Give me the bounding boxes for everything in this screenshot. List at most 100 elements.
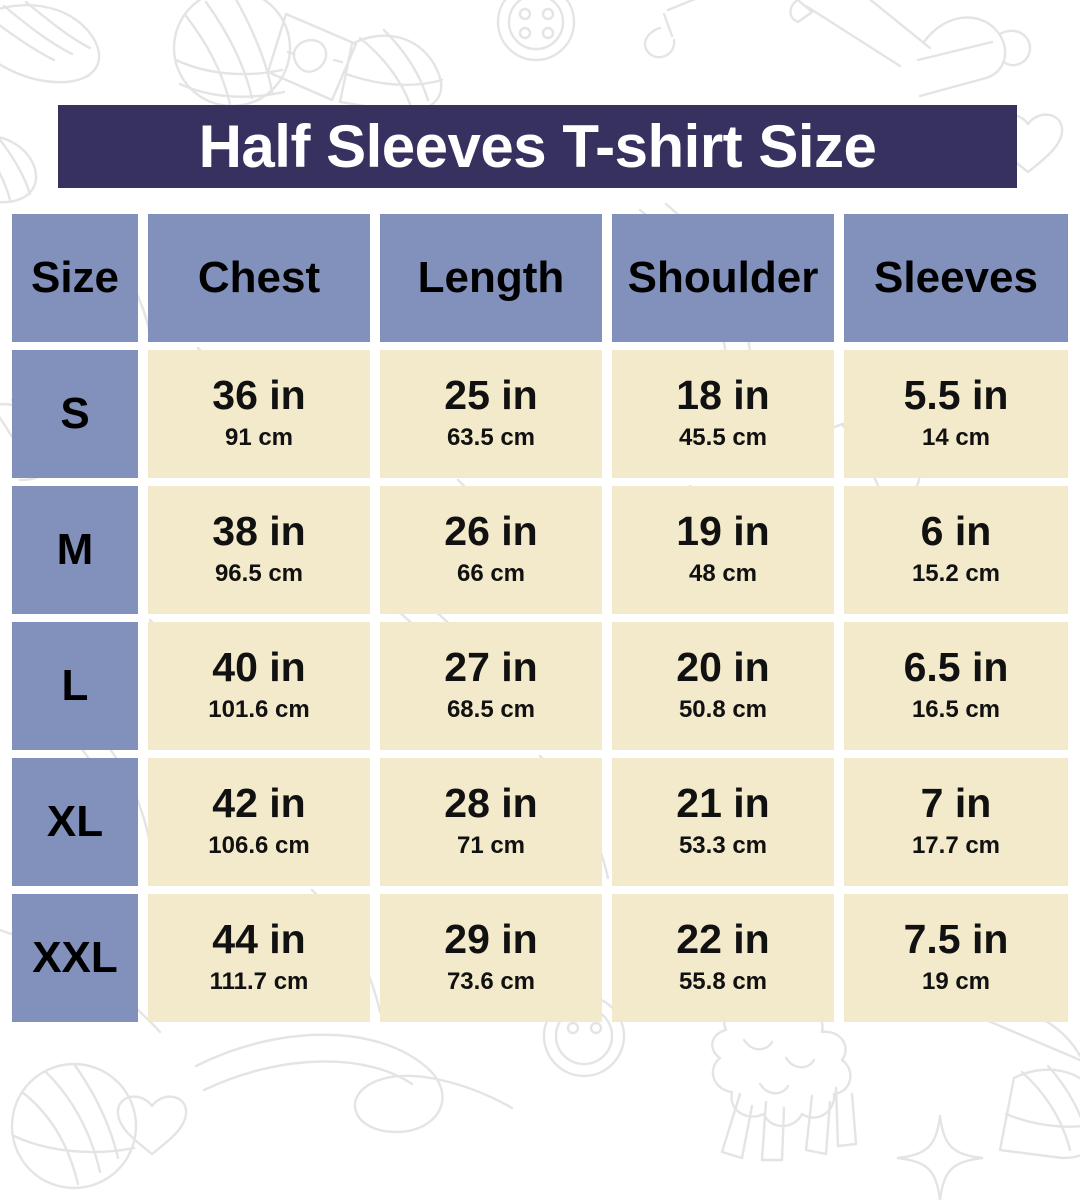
value-inches: 36 in <box>212 371 306 418</box>
table-row: XL 42 in 106.6 cm 28 in 71 cm 21 in 53.3… <box>0 758 1080 886</box>
value-inches: 29 in <box>444 915 538 962</box>
column-header-sleeves: Sleeves <box>844 214 1068 342</box>
value-cm: 14 cm <box>921 423 991 451</box>
value-cm: 71 cm <box>456 831 526 859</box>
cell-sleeves: 7 in 17.7 cm <box>844 758 1068 886</box>
cell-shoulder: 19 in 48 cm <box>612 486 834 614</box>
header-label: Chest <box>197 253 321 302</box>
value-inches: 18 in <box>676 371 770 418</box>
row-spacer <box>0 886 1080 894</box>
value-inches: 27 in <box>444 643 538 690</box>
value-cm: 16.5 cm <box>911 695 1001 723</box>
heart-icon <box>116 1095 188 1156</box>
yarn-skein-icon <box>0 0 101 84</box>
cell-sleeves: 5.5 in 14 cm <box>844 350 1068 478</box>
value-inches: 42 in <box>212 779 306 826</box>
sheep-icon <box>711 997 858 1162</box>
knitting-needle-icon <box>789 0 932 68</box>
safety-pin-icon <box>916 16 1032 98</box>
value-cm: 73.6 cm <box>446 967 536 995</box>
value-inches: 22 in <box>676 915 770 962</box>
value-inches: 40 in <box>212 643 306 690</box>
value-cm: 96.5 cm <box>214 559 304 587</box>
cell-length: 26 in 66 cm <box>380 486 602 614</box>
column-header-shoulder: Shoulder <box>612 214 834 342</box>
yarn-ball-icon <box>172 0 292 108</box>
cell-length: 28 in 71 cm <box>380 758 602 886</box>
cell-shoulder: 22 in 55.8 cm <box>612 894 834 1022</box>
value-inches: 19 in <box>676 507 770 554</box>
table-row: XXL 44 in 111.7 cm 29 in 73.6 cm 22 in 5… <box>0 894 1080 1022</box>
value-cm: 15.2 cm <box>911 559 1001 587</box>
row-size-label-cell: XL <box>12 758 138 886</box>
value-cm: 66 cm <box>456 559 526 587</box>
value-cm: 91 cm <box>224 423 294 451</box>
value-cm: 106.6 cm <box>208 831 310 859</box>
value-inches: 21 in <box>676 779 770 826</box>
cell-chest: 44 in 111.7 cm <box>148 894 370 1022</box>
value-inches: 38 in <box>212 507 306 554</box>
value-inches: 5.5 in <box>903 371 1009 418</box>
table-row: M 38 in 96.5 cm 26 in 66 cm 19 in 48 cm … <box>0 486 1080 614</box>
column-header-length: Length <box>380 214 602 342</box>
column-header-size: Size <box>12 214 138 342</box>
cell-sleeves: 6 in 15.2 cm <box>844 486 1068 614</box>
cell-sleeves: 7.5 in 19 cm <box>844 894 1068 1022</box>
value-cm: 68.5 cm <box>446 695 536 723</box>
cell-chest: 36 in 91 cm <box>148 350 370 478</box>
value-inches: 28 in <box>444 779 538 826</box>
value-cm: 111.7 cm <box>209 967 309 995</box>
value-cm: 50.8 cm <box>678 695 768 723</box>
yarn-ball-icon <box>10 1062 138 1190</box>
row-size-label-cell: XXL <box>12 894 138 1022</box>
cell-chest: 40 in 101.6 cm <box>148 622 370 750</box>
header-label: Length <box>417 253 565 302</box>
size-label: L <box>61 661 89 710</box>
size-label: XXL <box>32 933 118 982</box>
row-size-label-cell: S <box>12 350 138 478</box>
yarn-ball-icon <box>0 136 38 204</box>
page-title: Half Sleeves T-shirt Size <box>198 112 877 180</box>
button-icon <box>496 0 576 62</box>
size-label: S <box>60 389 90 438</box>
column-header-chest: Chest <box>148 214 370 342</box>
table-row: L 40 in 101.6 cm 27 in 68.5 cm 20 in 50.… <box>0 622 1080 750</box>
value-inches: 6.5 in <box>903 643 1009 690</box>
header-row-spacer <box>0 342 1080 350</box>
value-inches: 7.5 in <box>903 915 1009 962</box>
row-spacer <box>0 750 1080 758</box>
value-inches: 20 in <box>676 643 770 690</box>
knitting-needle-icon <box>643 0 696 59</box>
chart-title-bar: Half Sleeves T-shirt Size <box>58 105 1017 188</box>
value-inches: 6 in <box>920 507 992 554</box>
cell-shoulder: 18 in 45.5 cm <box>612 350 834 478</box>
sparkle-icon <box>896 1114 984 1200</box>
size-chart-table: Size Chest Length Shoulder Sleeves S 36 … <box>0 214 1080 1022</box>
row-size-label-cell: L <box>12 622 138 750</box>
cell-length: 25 in 63.5 cm <box>380 350 602 478</box>
cell-sleeves: 6.5 in 16.5 cm <box>844 622 1068 750</box>
value-cm: 19 cm <box>921 967 991 995</box>
thread-curve-icon <box>194 1033 514 1134</box>
value-inches: 44 in <box>212 915 306 962</box>
row-spacer <box>0 614 1080 622</box>
header-label: Shoulder <box>627 253 819 302</box>
size-label: XL <box>46 797 104 846</box>
header-label: Sleeves <box>874 253 1038 302</box>
value-cm: 53.3 cm <box>678 831 768 859</box>
table-header-row: Size Chest Length Shoulder Sleeves <box>0 214 1080 342</box>
header-label: Size <box>30 253 120 302</box>
cell-shoulder: 20 in 50.8 cm <box>612 622 834 750</box>
value-cm: 101.6 cm <box>208 695 310 723</box>
value-cm: 17.7 cm <box>911 831 1001 859</box>
value-inches: 7 in <box>920 779 992 826</box>
value-cm: 45.5 cm <box>678 423 768 451</box>
size-label: M <box>56 525 94 574</box>
yarn-ball-icon <box>998 1064 1080 1160</box>
value-inches: 25 in <box>444 371 538 418</box>
cell-chest: 38 in 96.5 cm <box>148 486 370 614</box>
value-cm: 55.8 cm <box>678 967 768 995</box>
value-cm: 48 cm <box>688 559 758 587</box>
cell-chest: 42 in 106.6 cm <box>148 758 370 886</box>
